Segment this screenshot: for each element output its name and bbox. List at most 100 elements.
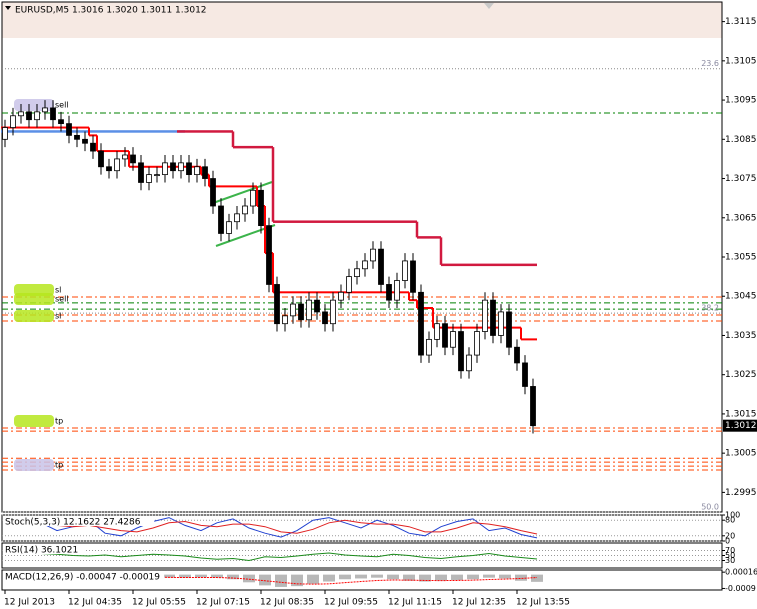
candle-body	[98, 150, 104, 168]
candle-body	[122, 154, 128, 160]
panel-title-bg	[3, 544, 84, 554]
candle-body	[378, 248, 384, 285]
candle-body	[138, 162, 144, 183]
candle-body	[314, 299, 320, 313]
candle-body	[2, 127, 8, 140]
x-tick-label: 12 Jul 08:35	[260, 598, 314, 608]
y-tick-label: 1.3015	[725, 409, 757, 419]
candle-body	[10, 115, 16, 128]
candle-body	[522, 362, 528, 387]
panel-title: RSI(14) 36.1021	[5, 546, 78, 556]
candle-body	[458, 331, 464, 372]
annotation-box	[14, 310, 54, 322]
candle-body	[202, 166, 208, 179]
macd-bar	[179, 574, 191, 578]
y-tick-label: 80	[725, 516, 735, 525]
macd-bar	[483, 574, 495, 578]
annotation-label: tp	[55, 461, 63, 470]
candle-body	[330, 299, 336, 325]
top-band	[2, 2, 722, 38]
candle-body	[306, 299, 312, 321]
y-tick-label: 1.3055	[725, 253, 757, 263]
x-tick-label: 12 Jul 13:55	[516, 598, 570, 608]
y-tick-label: 20	[725, 531, 735, 540]
candle-body	[34, 111, 40, 121]
macd-bar	[387, 574, 399, 580]
macd-bar	[227, 574, 239, 580]
macd-bar	[307, 574, 319, 584]
candle-body	[490, 299, 496, 336]
macd-bar	[275, 574, 287, 587]
y-tick-label: 0	[725, 537, 730, 546]
candle-body	[322, 311, 328, 325]
macd-bar	[291, 574, 303, 587]
y-tick-label: 1.3035	[725, 331, 757, 341]
y-tick-label: 0.00016	[725, 568, 757, 577]
macd-bar	[419, 574, 431, 582]
price-tag-label: 1.3012	[725, 421, 757, 431]
y-tick-label: 50	[725, 551, 735, 560]
candle-body	[26, 111, 32, 121]
candle-body	[90, 142, 96, 152]
menu-arrow	[5, 6, 11, 10]
macd-frame	[1, 569, 723, 591]
x-tick-label: 12 Jul 05:55	[132, 598, 186, 608]
candle-body	[410, 260, 416, 293]
candle-body	[266, 225, 272, 285]
y-tick-label: 1.3075	[725, 174, 757, 184]
candle-body	[250, 189, 256, 207]
macd-bar	[355, 574, 367, 579]
candle-body	[354, 268, 360, 278]
candle-body	[154, 174, 160, 177]
candle-body	[82, 138, 88, 144]
annotation-label: tp	[55, 417, 63, 426]
macd-bar	[435, 574, 447, 581]
y-tick-label: 70	[725, 546, 735, 555]
candle-body	[290, 303, 296, 317]
x-tick-label: 12 Jul 07:15	[196, 598, 250, 608]
x-tick-label: 12 Jul 04:35	[68, 598, 122, 608]
candle-body	[162, 162, 168, 176]
fib-label: 38.2	[701, 304, 719, 313]
candle-body	[426, 338, 432, 356]
y-tick-label: 30	[725, 556, 735, 565]
macd-bar	[515, 574, 527, 581]
macd-bar	[323, 574, 335, 582]
candle-body	[418, 291, 424, 356]
annotation-label: sl	[55, 312, 61, 321]
macd-bar	[259, 574, 271, 586]
macd-bar	[403, 574, 415, 581]
x-tick-label: 12 Jul 09:55	[324, 598, 378, 608]
shift-marker	[484, 3, 494, 9]
candle-body	[506, 311, 512, 348]
y-tick-label: 1.3045	[725, 292, 757, 302]
annotation-box	[14, 459, 54, 471]
x-tick-label: 12 Jul 2013	[4, 598, 55, 608]
indicator-line	[8, 551, 538, 562]
annotation-box	[14, 99, 54, 111]
y-tick-label: 1.3115	[725, 17, 757, 27]
macd-bar	[163, 574, 175, 578]
candle-body	[282, 315, 288, 325]
price-tag	[723, 419, 757, 432]
candle-body	[434, 323, 440, 340]
candle-body	[210, 178, 216, 207]
panel-title-bg	[3, 571, 165, 581]
candle-body	[346, 276, 352, 293]
candle-body	[74, 134, 80, 140]
annotation-label: sell	[55, 295, 69, 304]
macd-bar	[243, 574, 255, 583]
panel-title: Stoch(5,3,3) 12.1622 27.4286	[5, 518, 141, 528]
x-tick-label: 12 Jul 12:35	[452, 598, 506, 608]
y-tick-label: 1.3065	[725, 213, 757, 223]
macd-bar	[531, 574, 543, 582]
macd-bar	[195, 574, 207, 578]
candle-body	[474, 331, 480, 356]
candle-body	[498, 311, 504, 336]
candle-body	[386, 284, 392, 301]
candle-body	[530, 386, 536, 427]
panel-title-bg	[3, 516, 155, 526]
y-tick-label: 1.2995	[725, 488, 757, 498]
candle-body	[394, 280, 400, 301]
